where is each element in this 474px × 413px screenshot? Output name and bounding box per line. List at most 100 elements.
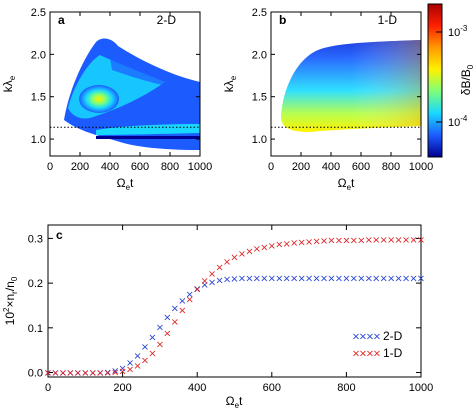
panel-a-heatmap [64,38,200,150]
panel-a-frame [49,11,201,157]
data-point: × [103,368,111,379]
colorbar-tick-top: 10-3 [436,24,468,39]
panel-c-xtick-label: 800 [337,382,355,394]
panel-b-xtick-label: 600 [352,161,370,173]
panel-a-xtick-label: 0 [47,161,53,173]
panel-a-xtick-label: 1000 [188,161,212,173]
data-point: × [283,239,291,250]
data-point: × [268,241,276,252]
data-point: × [394,273,402,284]
panel-b-ylabel: kλe [222,75,238,92]
panel-b-xtick-label: 0 [268,161,274,173]
data-point: × [297,273,305,284]
panel-c-ytick-label: 0.1 [28,323,43,335]
legend-marker: × [359,332,367,343]
data-point: × [141,342,149,353]
data-point: × [268,273,276,284]
data-point: × [357,273,365,284]
data-point: × [103,368,111,379]
data-point: × [387,273,395,284]
data-point: × [118,364,126,375]
data-point: × [245,246,253,257]
series-1-D: × × × × × × × × × × × × × ××××××××××× × × × × × × × × × × × × × × × ×… [44,235,425,379]
panel-b-ytick-label: 2.5 [252,7,267,19]
data-point: × [380,235,388,246]
data-point: × [402,273,410,284]
panel-a-xtick-label: 400 [101,161,119,173]
panel-c-ylabel: 102×nr/n0 [2,276,19,325]
data-point: × [59,368,67,379]
panel-b-xtick-label: 400 [322,161,340,173]
data-point: × [89,368,97,379]
data-point: × [394,235,402,246]
panel-a-band-edge [96,136,200,139]
data-point: × [200,276,208,287]
panel-b-heatmap [281,40,421,132]
panel-c-xtick-label: 1000 [409,382,433,394]
data-point: × [44,368,52,379]
panel-c-xlabel: Ωet [226,394,243,410]
panel-a-ytick-label: 2.0 [31,49,46,61]
data-point: × [148,348,156,359]
data-point: × [260,242,268,253]
panel-a-xtick-label: 200 [71,161,89,173]
panel-a-field-upper [110,58,200,92]
data-point: × [141,356,149,367]
data-point: × [51,368,59,379]
data-point: × [59,368,67,379]
panel-b-xtick-label: 800 [382,161,400,173]
data-point: × [365,235,373,246]
panel-a-ytick-label: 1.5 [31,92,46,104]
legend-marker: × [373,349,381,360]
panel-a-xtick-label: 800 [161,161,179,173]
data-point: × [163,313,171,324]
data-point: × [171,304,179,315]
panel-b-ytick-label: 1.0 [252,134,267,146]
data-point: × [417,273,425,284]
data-point: × [171,317,179,328]
data-point: × [200,280,208,291]
data-point: × [342,273,350,284]
panel-a-ytick-label: 2.5 [31,7,46,19]
data-point: × [312,237,320,248]
data-point: × [380,273,388,284]
data-point: × [327,273,335,284]
data-point: × [275,240,283,251]
legend-marker: × [373,332,381,343]
data-point: × [223,257,231,268]
data-point: × [305,237,313,248]
panel-b-ytick-label: 2.0 [252,49,267,61]
legend-marker: × [366,349,374,360]
data-point: × [215,275,223,286]
data-point: × [118,367,126,378]
colorbar-tick-bottom: 10-4 [436,114,468,129]
data-point: × [290,273,298,284]
panel-c-ytick-label: 0.3 [28,233,43,245]
data-point: × [275,273,283,284]
panel-c-legend: ×××× 2-D×××× 1-D [352,329,403,360]
colorbar-tick-label-bottom: 10-4 [448,114,468,129]
data-point: × [156,322,164,333]
data-point: × [327,236,335,247]
data-point: × [163,329,171,340]
data-point: × [238,274,246,285]
data-point: × [126,358,134,369]
panel-a-ytick-label: 1.0 [31,134,46,146]
panel-b-xlabel: Ωet [338,176,355,192]
data-point: × [260,273,268,284]
data-point: × [89,368,97,379]
colorbar-label: δB/B0 [459,64,474,95]
data-point: × [253,273,261,284]
panel-c-letter: c [56,228,63,242]
panel-c-ytick-label: 0.0 [28,368,43,380]
data-point: × [230,253,238,264]
panel-b-tag: 1-D [378,13,398,27]
panel-b-field-warm [281,40,421,132]
data-point: × [133,351,141,362]
panel-c-series: × × × × × × × × × × × ××××××××× × × × × × × × × × × × × × × × × × × × ×… [44,235,425,379]
legend-label: 2-D [383,329,403,343]
data-point: × [283,273,291,284]
panel-c-ytick-label: 0.2 [28,278,43,290]
data-point: × [409,273,417,284]
